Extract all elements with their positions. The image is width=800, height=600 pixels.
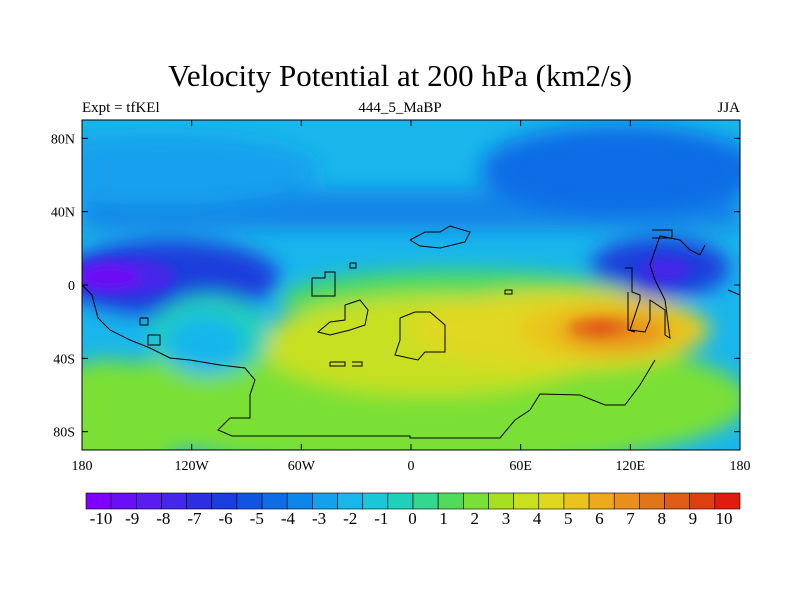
x-tick-label: 60E (509, 459, 532, 474)
coastline-outlines (82, 225, 740, 439)
x-tick-label: 60W (288, 459, 316, 474)
x-tick-label: 0 (408, 459, 415, 474)
colorbar-swatch (664, 492, 690, 510)
colorbar-label: 2 (471, 509, 480, 528)
colorbar-swatch (110, 492, 137, 510)
colorbar-swatch (312, 492, 338, 510)
colorbar-label: 1 (439, 509, 448, 528)
colorbar-label: 3 (502, 509, 511, 528)
colorbar-label: -9 (125, 509, 139, 528)
colorbar-swatch (236, 492, 263, 510)
colorbar-label: -2 (343, 509, 357, 528)
colorbar-swatch (588, 492, 615, 510)
colorbar-swatch (161, 492, 187, 510)
y-tick-label: 80S (53, 426, 75, 441)
colorbar-label: -4 (281, 509, 296, 528)
colorbar-swatch (412, 492, 439, 510)
colorbar-swatch (85, 492, 112, 510)
colorbar-label: -5 (250, 509, 264, 528)
colorbar-swatch (639, 492, 665, 510)
y-tick-label: 40S (53, 352, 75, 367)
colorbar-label: 5 (564, 509, 573, 528)
colorbar-swatch (136, 492, 162, 510)
colorbar-label: -1 (374, 509, 388, 528)
colorbar-label: 9 (689, 509, 698, 528)
colorbar-label: 7 (626, 509, 635, 528)
colorbar-swatch (538, 492, 565, 510)
colorbar-swatch (337, 492, 363, 510)
run-label: 444_5_MaBP (358, 100, 442, 116)
colorbar-label: -10 (90, 509, 113, 528)
x-tick-label: 180 (730, 459, 751, 474)
colorbar-swatch (513, 492, 540, 510)
colorbar-swatch (362, 492, 389, 510)
x-tick-label: 120W (175, 459, 210, 474)
colorbar-label: 0 (408, 509, 417, 528)
colorbar-swatch (689, 492, 716, 510)
y-axis: 80N 40N 0 40S 80S (51, 132, 740, 441)
y-tick-label: 80N (51, 132, 75, 147)
x-tick-label: 180 (72, 459, 93, 474)
season-label: JJA (717, 100, 740, 116)
experiment-label: Expt = tfKEl (82, 100, 160, 116)
colorbar-swatch (186, 492, 213, 510)
contour-field (82, 120, 740, 450)
colorbar-swatch (437, 492, 464, 510)
colorbar-label: -7 (187, 509, 202, 528)
colorbar-swatch (387, 492, 414, 510)
colorbar-label: -6 (219, 509, 233, 528)
y-tick-label: 40N (51, 206, 75, 221)
colorbar-swatch (261, 492, 288, 510)
colorbar-label: 10 (716, 509, 733, 528)
colorbar-swatch (714, 492, 741, 510)
colorbar-label: -3 (312, 509, 326, 528)
colorbar-label: 6 (595, 509, 604, 528)
colorbar-label: -8 (156, 509, 170, 528)
colorbar-label: 8 (657, 509, 666, 528)
y-tick-label: 0 (68, 279, 75, 294)
colorbar-swatch (613, 492, 640, 510)
x-axis: 180 120W 60W 0 60E 120E 180 (72, 120, 751, 474)
x-tick-label: 120E (616, 459, 646, 474)
colorbar-swatch (488, 492, 514, 510)
colorbar-swatch (286, 492, 313, 510)
colorbar-swatch (463, 492, 489, 510)
colorbar-swatch (563, 492, 590, 510)
colorbar-swatch (211, 492, 238, 510)
chart-title: Velocity Potential at 200 hPa (km2/s) (167, 58, 633, 93)
colorbar: -10 -9 -8 -7 -6 -5 -4 -3 -2 -1 0 1 2 3 4 5 6 7 8 9 10 (85, 492, 741, 528)
colorbar-label: 4 (533, 509, 542, 528)
